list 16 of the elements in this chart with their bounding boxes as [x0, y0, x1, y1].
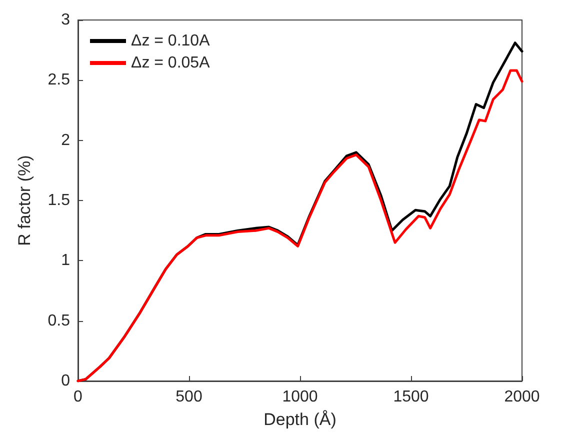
x-tick-label: 0: [74, 388, 83, 406]
y-axis-title: R factor (%): [15, 155, 34, 246]
x-tick-label: 1500: [393, 388, 429, 406]
y-tick-label: 2.5: [48, 72, 70, 89]
y-tick-label: 2: [61, 132, 70, 149]
x-tick-label: 2000: [504, 388, 540, 406]
y-tick-label: 1: [61, 252, 70, 270]
y-tick-label: 3: [61, 12, 70, 28]
y-tick-label: 0.5: [48, 312, 70, 330]
legend-label: Δz = 0.05A: [131, 54, 210, 72]
x-axis-title: Depth (Å): [264, 410, 336, 429]
x-tick-label: 1000: [282, 388, 318, 406]
y-tick-label: 1.5: [48, 192, 70, 209]
x-tick-label: 500: [176, 388, 202, 406]
legend-label: Δz = 0.10A: [131, 32, 210, 50]
y-tick-label: 0: [61, 372, 70, 390]
